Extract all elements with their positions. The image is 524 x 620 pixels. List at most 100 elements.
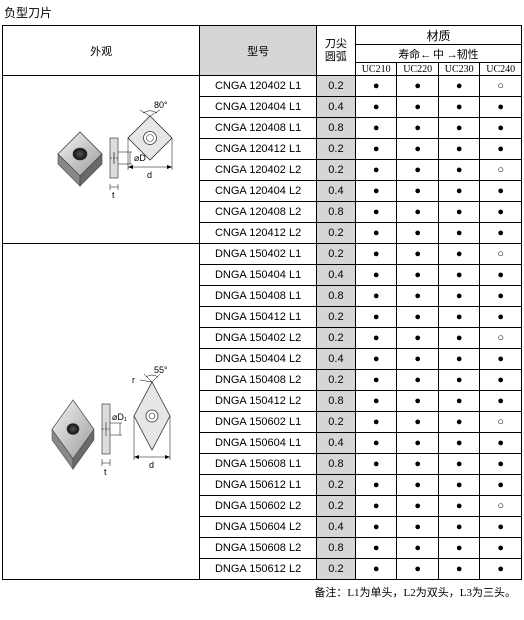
table-header: 外观 型号 刀尖圆弧 材质 寿命← 中 →韧性 UC210 UC220 UC23… <box>3 26 522 76</box>
grade-dot: ● <box>397 97 439 118</box>
grade-dot: ● <box>397 181 439 202</box>
model-cell: CNGA 120404 L1 <box>200 97 317 118</box>
hd-arc: 刀尖圆弧 <box>316 26 355 76</box>
grade-dot: ● <box>480 559 522 580</box>
grade-dot: ● <box>480 139 522 160</box>
grade-dot: ● <box>355 349 397 370</box>
cnga-diagram: ⌀D t 80° d <box>26 80 176 240</box>
grade-dot: ● <box>355 139 397 160</box>
arrow-left-icon: ← <box>420 49 430 61</box>
grade-dot: ● <box>355 391 397 412</box>
arc-cell: 0.4 <box>316 97 355 118</box>
grade-dot: ● <box>355 202 397 223</box>
grade-dot: ● <box>438 517 480 538</box>
grade-dot: ● <box>397 559 439 580</box>
hd-model: 型号 <box>200 26 317 76</box>
arc-cell: 0.2 <box>316 139 355 160</box>
svg-text:d: d <box>149 460 154 470</box>
model-cell: DNGA 150408 L2 <box>200 370 317 391</box>
arc-cell: 0.4 <box>316 517 355 538</box>
grade-dot: ● <box>438 454 480 475</box>
svg-text:80°: 80° <box>154 100 168 110</box>
hd-grade: UC210 <box>355 63 397 76</box>
grade-dot: ● <box>355 370 397 391</box>
arc-cell: 0.8 <box>316 454 355 475</box>
arc-cell: 0.4 <box>316 433 355 454</box>
grade-dot: ● <box>397 391 439 412</box>
grade-dot: ● <box>480 202 522 223</box>
arc-cell: 0.4 <box>316 349 355 370</box>
grade-dot: ● <box>397 160 439 181</box>
grade-dot: ● <box>480 265 522 286</box>
grade-dot: ● <box>438 433 480 454</box>
arc-cell: 0.2 <box>316 412 355 433</box>
grade-dot: ● <box>355 328 397 349</box>
insert-table: 外观 型号 刀尖圆弧 材质 寿命← 中 →韧性 UC210 UC220 UC23… <box>2 25 522 580</box>
model-cell: DNGA 150412 L2 <box>200 391 317 412</box>
hd-grade: UC220 <box>397 63 439 76</box>
model-cell: DNGA 150604 L1 <box>200 433 317 454</box>
grade-dot: ● <box>355 496 397 517</box>
svg-text:t: t <box>104 467 107 477</box>
grade-dot: ● <box>397 307 439 328</box>
grade-dot: ● <box>397 139 439 160</box>
arc-cell: 0.2 <box>316 307 355 328</box>
grade-dot: ● <box>438 496 480 517</box>
arc-cell: 0.8 <box>316 202 355 223</box>
grade-dot: ● <box>438 286 480 307</box>
model-cell: CNGA 120412 L1 <box>200 139 317 160</box>
grade-dot: ● <box>438 160 480 181</box>
grade-dot: ● <box>355 307 397 328</box>
grade-dot: ○ <box>480 412 522 433</box>
grade-dot: ● <box>397 412 439 433</box>
model-cell: DNGA 150608 L1 <box>200 454 317 475</box>
grade-dot: ● <box>355 475 397 496</box>
grade-dot: ● <box>480 118 522 139</box>
model-cell: CNGA 120402 L1 <box>200 76 317 97</box>
model-cell: DNGA 150612 L2 <box>200 559 317 580</box>
arc-cell: 0.2 <box>316 328 355 349</box>
grade-dot: ● <box>355 538 397 559</box>
grade-dot: ○ <box>480 76 522 97</box>
model-cell: DNGA 150612 L1 <box>200 475 317 496</box>
grade-dot: ● <box>438 370 480 391</box>
grade-dot: ● <box>480 454 522 475</box>
grade-dot: ○ <box>480 160 522 181</box>
grade-dot: ● <box>397 454 439 475</box>
svg-text:d: d <box>147 170 152 180</box>
grade-dot: ● <box>438 181 480 202</box>
footnote: 备注：L1为单头，L2为双头，L3为三头。 <box>2 580 522 600</box>
grade-dot: ● <box>355 223 397 244</box>
model-cell: CNGA 120402 L2 <box>200 160 317 181</box>
grade-dot: ● <box>355 160 397 181</box>
arc-cell: 0.2 <box>316 160 355 181</box>
grade-dot: ● <box>397 223 439 244</box>
hd-grade: UC230 <box>438 63 480 76</box>
model-cell: DNGA 150404 L2 <box>200 349 317 370</box>
grade-dot: ● <box>397 76 439 97</box>
grade-dot: ● <box>355 118 397 139</box>
grade-dot: ● <box>480 538 522 559</box>
grade-dot: ● <box>480 307 522 328</box>
model-cell: DNGA 150408 L1 <box>200 286 317 307</box>
grade-dot: ○ <box>480 328 522 349</box>
svg-text:⌀D₁: ⌀D₁ <box>112 412 127 422</box>
model-cell: DNGA 150602 L2 <box>200 496 317 517</box>
grade-dot: ○ <box>480 496 522 517</box>
grade-dot: ● <box>397 370 439 391</box>
grade-dot: ● <box>397 349 439 370</box>
page-title: 负型刀片 <box>2 2 522 25</box>
grade-dot: ● <box>480 97 522 118</box>
hd-scale: 寿命← 中 →韧性 <box>355 45 521 63</box>
arc-cell: 0.2 <box>316 76 355 97</box>
grade-dot: ● <box>355 265 397 286</box>
grade-dot: ● <box>480 475 522 496</box>
svg-text:r: r <box>132 375 135 385</box>
grade-dot: ● <box>438 559 480 580</box>
dnga-diagram: ⌀D₁ t 55° r d <box>26 312 176 512</box>
appearance-cell: ⌀D t 80° d <box>3 76 200 244</box>
arc-cell: 0.4 <box>316 265 355 286</box>
model-cell: CNGA 120404 L2 <box>200 181 317 202</box>
model-cell: DNGA 150604 L2 <box>200 517 317 538</box>
grade-dot: ● <box>438 118 480 139</box>
